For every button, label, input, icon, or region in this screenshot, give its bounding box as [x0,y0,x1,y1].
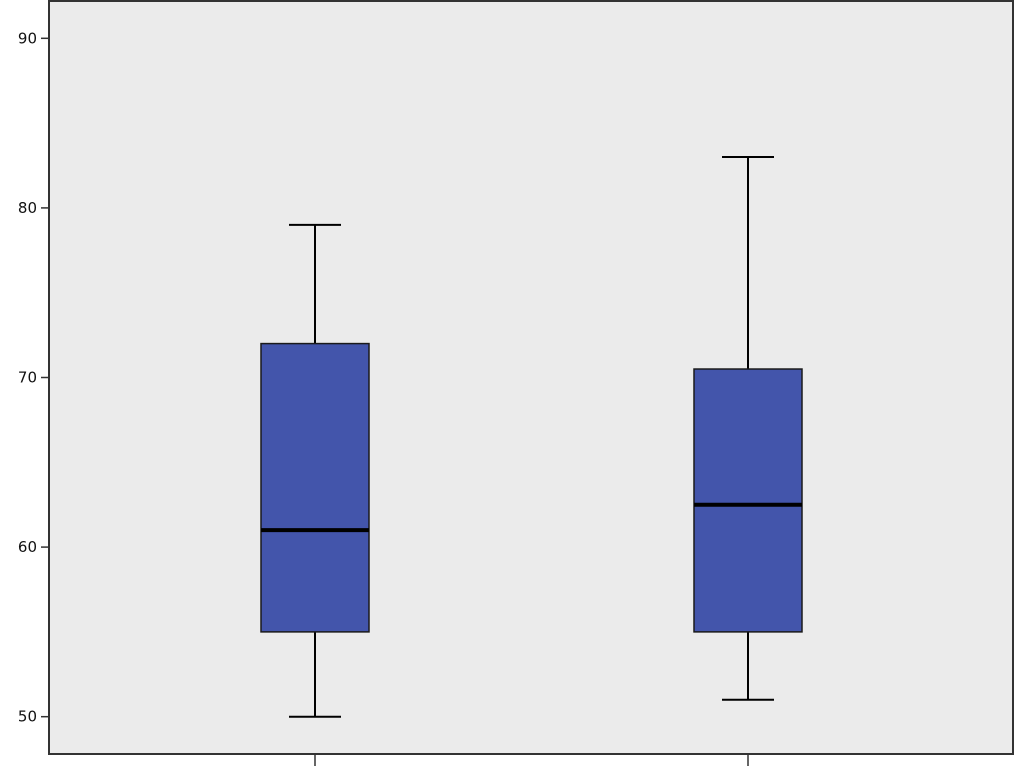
y-tick-label: 80 [18,199,37,217]
x-axis [314,754,749,766]
iqr-box [693,368,803,633]
plot-area [48,0,1014,755]
box-1 [260,223,370,718]
y-tick-label: 50 [18,708,37,726]
box-series [260,156,803,718]
y-tick-label: 60 [18,538,37,556]
y-axis: 50 60 70 80 90 [18,29,49,726]
iqr-box [260,342,370,633]
y-tick-label: 90 [18,29,37,47]
box-2 [693,156,803,701]
y-tick-label: 70 [18,369,37,387]
